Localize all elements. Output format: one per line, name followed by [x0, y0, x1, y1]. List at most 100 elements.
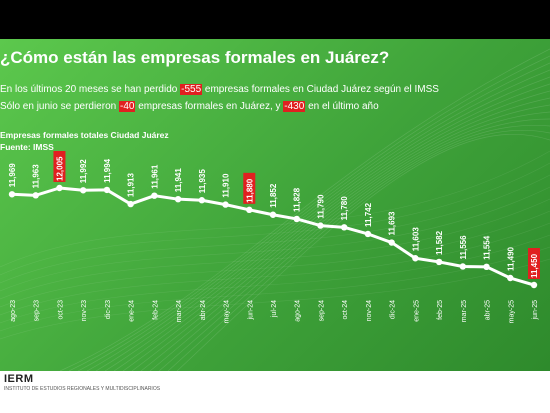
x-tick-label: may-24	[224, 300, 231, 323]
summary-highlight-year: -430	[283, 101, 306, 112]
data-label: 12,005	[55, 156, 64, 181]
background-wave-curve	[0, 258, 550, 340]
x-tick-label: abr-25	[485, 300, 492, 320]
data-label: 11,992	[79, 159, 88, 184]
data-point	[483, 263, 490, 271]
x-tick-label: ago-24	[295, 300, 302, 322]
x-tick-label: sep-23	[34, 300, 41, 322]
x-tick-label: mar-25	[461, 300, 468, 322]
x-tick-label: mar-24	[176, 300, 183, 322]
data-point	[32, 192, 39, 199]
data-point	[222, 201, 229, 208]
green-panel	[0, 39, 550, 371]
ierm-logo: IERM	[4, 373, 34, 385]
x-tick-label: oct-24	[342, 300, 349, 320]
highlight-label-box	[528, 248, 540, 279]
data-label: 11,941	[174, 168, 183, 193]
data-point	[246, 206, 253, 214]
data-point	[8, 191, 16, 198]
ierm-logo-caption: INSTITUTO DE ESTUDIOS REGIONALES Y MULTI…	[4, 386, 161, 392]
summary-line-2-post: en el último año	[305, 101, 379, 112]
data-point	[317, 222, 324, 229]
data-label: 11,450	[530, 253, 539, 278]
data-label: 11,963	[32, 164, 41, 189]
background-wave-curve	[167, 129, 550, 371]
background-wave-curve	[0, 222, 550, 316]
summary-highlight-total: -555	[180, 84, 203, 95]
summary-highlight-june: -40	[118, 101, 136, 112]
background-wave-curve	[68, 55, 550, 371]
background-wave-curve	[95, 76, 550, 371]
x-tick-label: dic-24	[390, 300, 397, 319]
data-point	[435, 258, 443, 266]
data-point	[340, 224, 348, 231]
data-label: 11,582	[435, 230, 444, 255]
data-point	[269, 211, 277, 218]
x-tick-label: nov-23	[81, 300, 88, 322]
data-point	[79, 187, 87, 194]
background-wave-curve	[0, 174, 550, 284]
background-wave-curve	[0, 150, 550, 268]
page-title: ¿Cómo están las empresas formales en Juá…	[0, 48, 390, 67]
summary-line-1-pre: En los últimos 20 meses se han perdido	[0, 84, 181, 95]
data-label: 11,693	[388, 211, 397, 236]
data-point	[459, 263, 467, 270]
data-point	[174, 195, 182, 203]
summary-line-2-mid: empresas formales en Juárez, y	[135, 101, 284, 112]
summary-line-2-pre: Sólo en junio se perdieron	[0, 101, 119, 112]
data-label: 11,556	[459, 235, 468, 260]
background-wave-curve	[149, 118, 550, 371]
background-wave-curve	[0, 246, 550, 332]
data-label: 11,961	[150, 164, 159, 189]
x-tick-label: dic-23	[105, 300, 112, 319]
background-wave-curve	[113, 90, 550, 371]
background-wave-curve	[131, 104, 550, 371]
background-wave-curve	[0, 198, 550, 300]
data-point	[388, 239, 395, 246]
x-tick-label: ene-25	[413, 300, 420, 322]
data-point	[127, 200, 134, 208]
x-tick-label: may-25	[508, 300, 515, 323]
chart-source: Fuente: IMSS	[0, 142, 54, 152]
x-tick-label: sep-24	[318, 300, 325, 322]
background-wave-curve	[122, 97, 550, 371]
data-label: 11,994	[103, 158, 112, 183]
x-tick-label: jun-25	[532, 300, 539, 321]
chart-subtitle: Empresas formales totales Ciudad Juárez	[0, 130, 169, 140]
x-tick-label: nov-24	[366, 300, 373, 322]
data-point	[507, 274, 514, 282]
x-tick-label: jun-24	[247, 300, 254, 321]
footer: IERM INSTITUTO DE ESTUDIOS REGIONALES Y …	[0, 371, 550, 413]
data-label: 11,742	[364, 202, 373, 227]
x-tick-label: jul-24	[271, 300, 278, 318]
data-point	[530, 281, 538, 289]
data-point	[151, 192, 158, 199]
x-tick-label: feb-24	[152, 300, 159, 320]
x-tick-label: ago-23	[10, 300, 17, 322]
data-label: 11,910	[222, 173, 231, 198]
data-label: 11,969	[8, 163, 17, 188]
x-tick-label: feb-25	[437, 300, 444, 320]
x-tick-label: ene-24	[129, 300, 136, 322]
data-point	[103, 186, 111, 194]
background-wave-curve	[86, 69, 550, 371]
data-label: 11,554	[483, 235, 492, 260]
summary-line-1: En los últimos 20 meses se han perdido -…	[0, 84, 439, 95]
summary-line-2: Sólo en junio se perdieron -40 empresas …	[0, 101, 379, 112]
background-wave-curve	[0, 210, 550, 308]
highlight-label-box	[53, 151, 66, 182]
highlight-label-box	[243, 172, 256, 204]
data-point	[293, 215, 300, 223]
data-label: 11,603	[411, 227, 420, 252]
data-label: 11,780	[340, 196, 349, 221]
data-label: 11,852	[269, 183, 278, 208]
x-tick-label: oct-23	[57, 300, 64, 320]
background-wave-curve	[176, 133, 550, 371]
background-wave-curve	[140, 111, 550, 371]
background-wave-curve	[104, 83, 550, 371]
summary-line-1-post: empresas formales en Ciudad Juárez según…	[202, 84, 439, 95]
x-tick-label: abr-24	[200, 300, 207, 320]
data-label: 11,913	[127, 173, 136, 198]
